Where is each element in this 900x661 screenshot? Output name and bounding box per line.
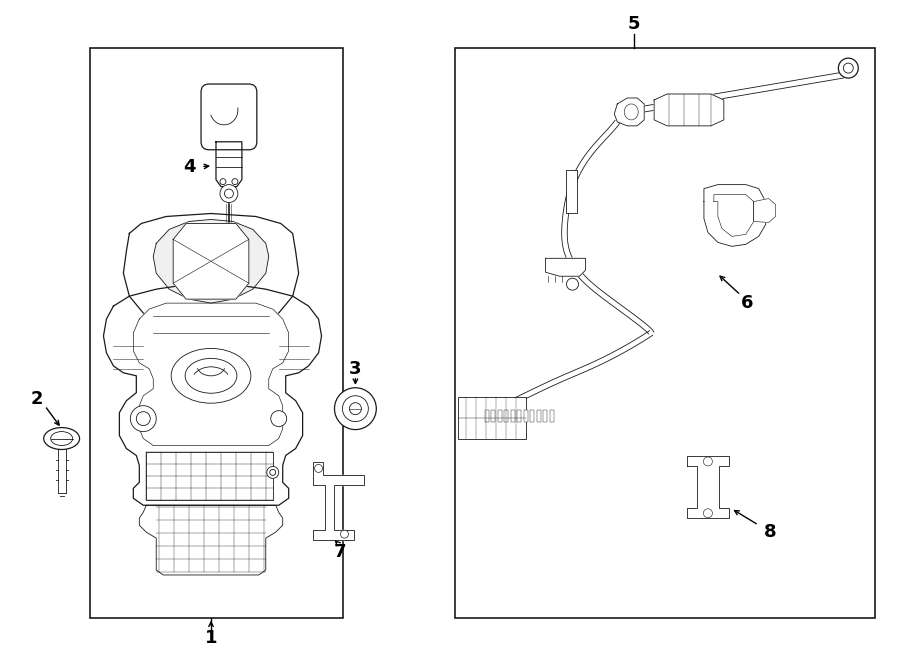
Ellipse shape: [171, 348, 251, 403]
Polygon shape: [753, 198, 776, 223]
Ellipse shape: [185, 358, 237, 393]
Bar: [147, 453, 273, 500]
Bar: [543, 410, 547, 422]
Circle shape: [340, 530, 348, 538]
Ellipse shape: [625, 104, 638, 120]
Bar: [565, 170, 578, 214]
Circle shape: [839, 58, 859, 78]
Circle shape: [704, 457, 713, 466]
Circle shape: [271, 410, 287, 426]
Circle shape: [130, 406, 157, 432]
Bar: [458, 397, 526, 438]
Polygon shape: [615, 98, 644, 126]
Polygon shape: [153, 219, 269, 303]
Bar: [530, 410, 534, 422]
Circle shape: [136, 412, 150, 426]
Circle shape: [220, 184, 238, 202]
Polygon shape: [133, 303, 289, 446]
Polygon shape: [216, 142, 242, 186]
Ellipse shape: [50, 432, 73, 446]
Polygon shape: [704, 184, 766, 247]
Circle shape: [566, 278, 579, 290]
Bar: [498, 410, 502, 422]
Bar: [550, 410, 554, 422]
Text: 5: 5: [628, 15, 641, 33]
Polygon shape: [687, 457, 729, 518]
Bar: [510, 410, 515, 422]
Bar: [491, 410, 495, 422]
Bar: [536, 410, 541, 422]
Bar: [504, 410, 508, 422]
Text: 1: 1: [205, 629, 217, 646]
Polygon shape: [545, 258, 585, 276]
Text: 8: 8: [764, 523, 777, 541]
Bar: [518, 410, 521, 422]
Text: 3: 3: [349, 360, 362, 378]
Text: 2: 2: [31, 390, 43, 408]
Text: 4: 4: [183, 158, 195, 176]
Ellipse shape: [44, 428, 79, 449]
Bar: [455, 48, 875, 618]
Polygon shape: [140, 505, 283, 575]
Bar: [89, 48, 344, 618]
Polygon shape: [173, 223, 248, 299]
Circle shape: [224, 189, 233, 198]
Circle shape: [266, 467, 279, 479]
Polygon shape: [714, 194, 753, 237]
Circle shape: [349, 403, 362, 414]
Circle shape: [220, 178, 226, 184]
Circle shape: [704, 509, 713, 518]
Circle shape: [315, 465, 322, 473]
Text: 7: 7: [334, 543, 346, 561]
Circle shape: [843, 63, 853, 73]
Text: 6: 6: [741, 294, 753, 312]
Circle shape: [270, 469, 275, 475]
Circle shape: [335, 388, 376, 430]
Polygon shape: [312, 463, 364, 540]
Polygon shape: [123, 214, 299, 329]
Polygon shape: [104, 286, 321, 505]
Circle shape: [343, 396, 368, 422]
Bar: [524, 410, 527, 422]
FancyBboxPatch shape: [201, 84, 256, 150]
Circle shape: [232, 178, 238, 184]
Polygon shape: [654, 94, 724, 126]
Bar: [485, 410, 489, 422]
